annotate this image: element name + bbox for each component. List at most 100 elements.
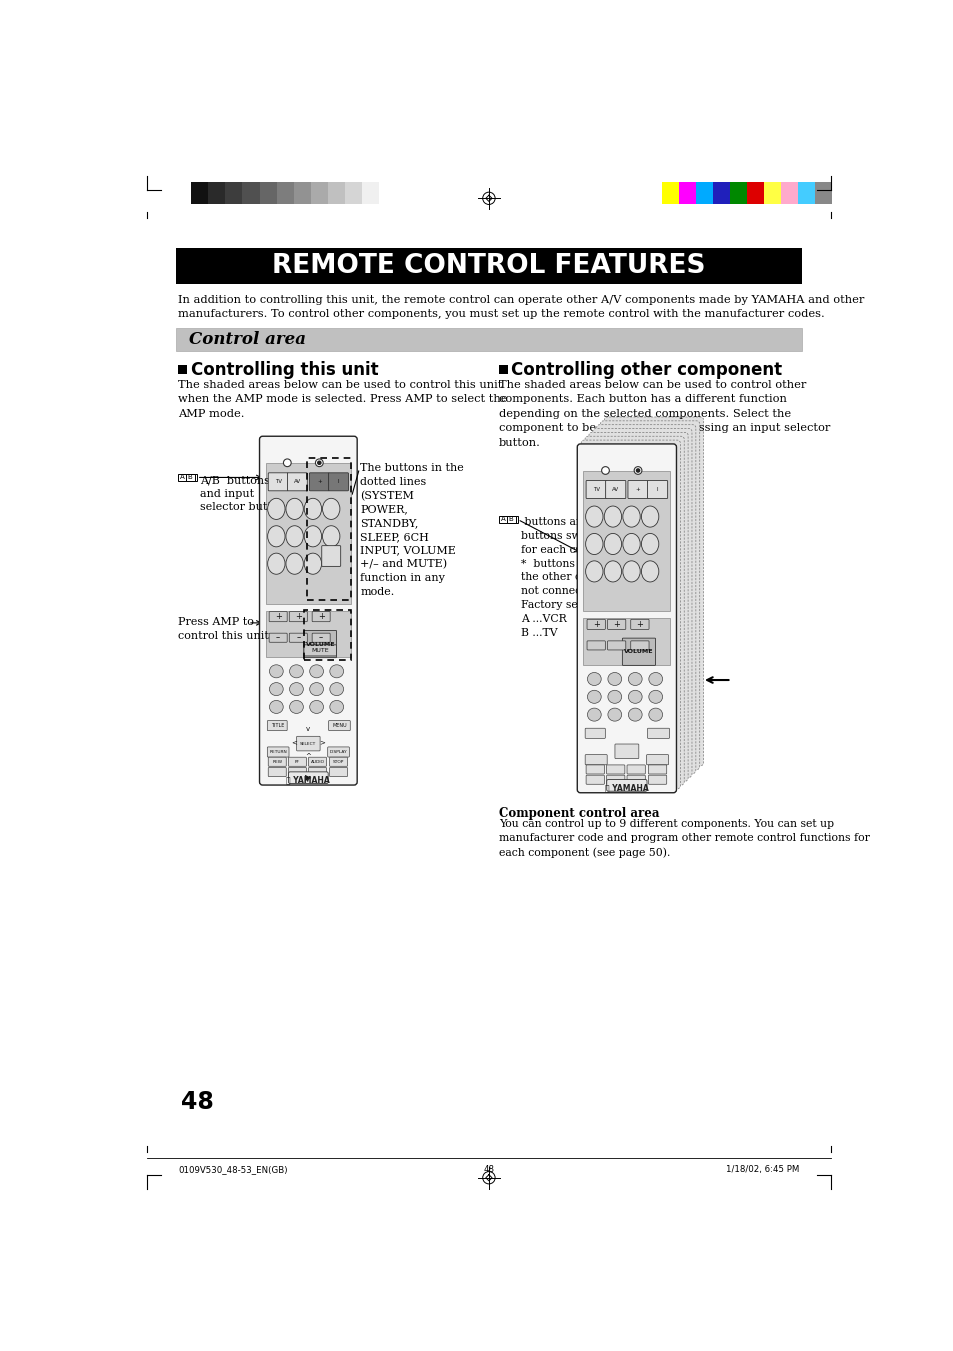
- FancyBboxPatch shape: [607, 619, 625, 630]
- Ellipse shape: [622, 534, 639, 554]
- Text: buttons and input selector
buttons switch the control area
for each component.
*: buttons and input selector buttons switc…: [520, 517, 692, 638]
- Bar: [311, 182, 328, 204]
- FancyBboxPatch shape: [605, 481, 625, 499]
- FancyBboxPatch shape: [267, 747, 289, 757]
- Ellipse shape: [269, 682, 283, 696]
- Text: I: I: [656, 486, 658, 492]
- Bar: [763, 182, 781, 204]
- Text: ▶: ▶: [305, 773, 312, 782]
- Text: AUDIO: AUDIO: [310, 759, 324, 763]
- Circle shape: [315, 459, 323, 466]
- Ellipse shape: [286, 553, 303, 574]
- Text: STOP: STOP: [333, 759, 344, 763]
- FancyBboxPatch shape: [327, 747, 349, 757]
- Ellipse shape: [603, 561, 621, 582]
- Ellipse shape: [290, 700, 303, 713]
- Bar: [175, 249, 801, 284]
- Bar: [303, 609, 351, 659]
- Text: +: +: [636, 620, 642, 630]
- Bar: [498, 365, 507, 374]
- Ellipse shape: [310, 682, 323, 696]
- Ellipse shape: [269, 665, 283, 678]
- FancyBboxPatch shape: [604, 417, 703, 766]
- Ellipse shape: [585, 561, 602, 582]
- Bar: [276, 182, 294, 204]
- FancyBboxPatch shape: [308, 767, 326, 777]
- Ellipse shape: [286, 499, 303, 519]
- Ellipse shape: [304, 553, 321, 574]
- FancyBboxPatch shape: [596, 424, 695, 774]
- FancyBboxPatch shape: [289, 634, 307, 642]
- Text: I: I: [337, 480, 339, 484]
- FancyBboxPatch shape: [621, 638, 655, 666]
- Text: MUTE: MUTE: [311, 648, 329, 653]
- FancyBboxPatch shape: [328, 720, 350, 731]
- FancyBboxPatch shape: [309, 473, 329, 490]
- FancyBboxPatch shape: [606, 780, 646, 792]
- Bar: [361, 182, 378, 204]
- Ellipse shape: [640, 561, 659, 582]
- FancyBboxPatch shape: [648, 765, 666, 774]
- Ellipse shape: [603, 534, 621, 554]
- Ellipse shape: [628, 673, 641, 685]
- Text: SELECT: SELECT: [300, 742, 316, 746]
- Bar: [192, 182, 208, 204]
- Bar: [328, 182, 344, 204]
- FancyBboxPatch shape: [606, 765, 624, 774]
- FancyBboxPatch shape: [288, 767, 306, 777]
- FancyBboxPatch shape: [321, 546, 340, 566]
- FancyArrowPatch shape: [251, 620, 261, 626]
- FancyBboxPatch shape: [268, 473, 288, 490]
- Ellipse shape: [310, 665, 323, 678]
- FancyBboxPatch shape: [259, 436, 356, 785]
- Text: RETURN: RETURN: [269, 750, 287, 754]
- FancyBboxPatch shape: [296, 736, 320, 751]
- Text: 0109V530_48-53_EN(GB): 0109V530_48-53_EN(GB): [178, 1165, 288, 1174]
- Bar: [344, 182, 361, 204]
- Bar: [306, 458, 351, 600]
- FancyBboxPatch shape: [289, 612, 307, 621]
- FancyBboxPatch shape: [288, 757, 306, 766]
- Text: Controlling this unit: Controlling this unit: [191, 361, 377, 378]
- Text: REW: REW: [272, 759, 282, 763]
- Text: The buttons in the
dotted lines
(SYSTEM
POWER,
STANDBY,
SLEEP, 6CH
INPUT, VOLUME: The buttons in the dotted lines (SYSTEM …: [360, 463, 463, 597]
- Text: AV: AV: [294, 480, 300, 484]
- Text: 1/18/02, 6:45 PM: 1/18/02, 6:45 PM: [725, 1165, 799, 1174]
- Ellipse shape: [286, 526, 303, 547]
- Text: Controlling other component: Controlling other component: [511, 361, 781, 378]
- FancyBboxPatch shape: [630, 640, 648, 650]
- Text: 48: 48: [483, 1165, 494, 1174]
- Text: –: –: [318, 634, 323, 642]
- Text: TV: TV: [274, 480, 281, 484]
- FancyBboxPatch shape: [585, 481, 605, 499]
- Ellipse shape: [330, 665, 343, 678]
- Bar: [186, 474, 195, 481]
- Text: B: B: [508, 516, 513, 523]
- Text: A: A: [179, 474, 184, 481]
- Ellipse shape: [269, 700, 283, 713]
- FancyBboxPatch shape: [648, 775, 666, 785]
- Text: +: +: [635, 486, 639, 492]
- Bar: [225, 182, 242, 204]
- FancyBboxPatch shape: [304, 644, 336, 657]
- FancyBboxPatch shape: [647, 728, 669, 739]
- Ellipse shape: [622, 507, 639, 527]
- Ellipse shape: [585, 534, 602, 554]
- Bar: [583, 619, 670, 665]
- FancyBboxPatch shape: [630, 619, 648, 630]
- Ellipse shape: [603, 507, 621, 527]
- Bar: [679, 182, 695, 204]
- Ellipse shape: [268, 499, 285, 519]
- Text: +: +: [274, 612, 281, 621]
- Bar: [798, 182, 815, 204]
- Ellipse shape: [310, 700, 323, 713]
- FancyBboxPatch shape: [584, 436, 683, 785]
- FancyBboxPatch shape: [588, 432, 687, 781]
- Text: Component control area: Component control area: [498, 807, 659, 820]
- Text: Control area: Control area: [189, 331, 306, 347]
- Text: The shaded areas below can be used to control other
components. Each button has : The shaded areas below can be used to co…: [498, 380, 829, 447]
- Text: +: +: [592, 620, 599, 630]
- Text: Press AMP to
control this unit.: Press AMP to control this unit.: [178, 617, 273, 642]
- Text: +: +: [294, 612, 301, 621]
- Bar: [266, 463, 351, 604]
